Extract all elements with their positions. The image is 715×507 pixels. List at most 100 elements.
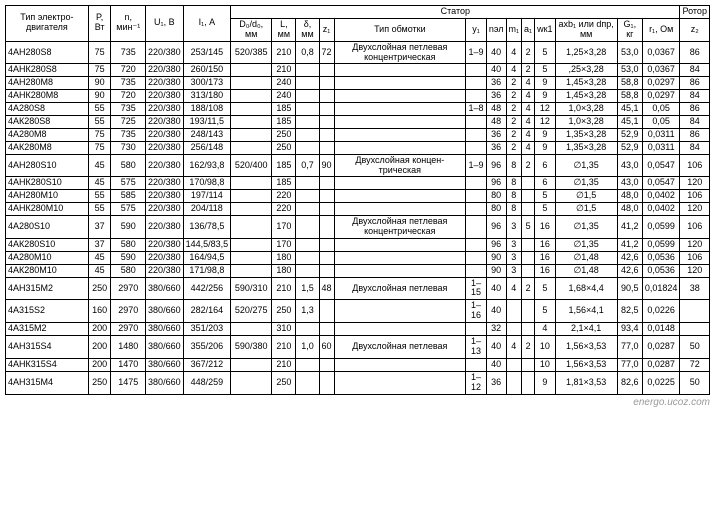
cell-type: 4А280М10 (6, 251, 89, 264)
cell-n: 730 (111, 141, 146, 154)
cell-dc (231, 203, 272, 216)
table-row: 4А315S21602970380/660282/164520/2752501,… (6, 300, 710, 323)
cell-u: 220/380 (146, 77, 184, 90)
cell-u: 220/380 (146, 177, 184, 190)
col-p: P, Вт (88, 6, 111, 42)
cell-n: 720 (111, 90, 146, 103)
cell-y1 (466, 64, 487, 77)
cell-type: 4А315S2 (6, 300, 89, 323)
cell-axb: ∅1,5 (555, 190, 617, 203)
table-row: 4АК280S1037580220/380144,5/83,517096316∅… (6, 238, 710, 251)
cell-a (522, 238, 535, 251)
cell-a (522, 190, 535, 203)
cell-z1 (319, 64, 334, 77)
cell-g: 82,6 (617, 371, 642, 394)
cell-z1: 90 (319, 154, 334, 177)
motor-specs-table: Тип электро-двигателя P, Вт n, мин⁻¹ U₁,… (5, 5, 710, 395)
cell-p: 200 (88, 336, 111, 359)
cell-axb: 1,68×4,4 (555, 277, 617, 300)
cell-m: 3 (506, 251, 522, 264)
cell-l: 210 (272, 64, 296, 77)
cell-r: 0,01824 (642, 277, 680, 300)
cell-u: 220/380 (146, 90, 184, 103)
cell-m: 8 (506, 190, 522, 203)
cell-z1 (319, 190, 334, 203)
cell-l: 180 (272, 264, 296, 277)
cell-i: 248/143 (183, 128, 231, 141)
cell-l: 250 (272, 300, 296, 323)
cell-z1: 72 (319, 41, 334, 64)
cell-wind (334, 141, 466, 154)
cell-a: 2 (522, 64, 535, 77)
table-row: 4АН315S42001480380/660355/206590/3802101… (6, 336, 710, 359)
cell-d (296, 128, 319, 141)
cell-a: 5 (522, 216, 535, 239)
cell-type: 4АН280S8 (6, 41, 89, 64)
cell-y1 (466, 141, 487, 154)
cell-axb: 1,25×3,28 (555, 41, 617, 64)
cell-m: 8 (506, 203, 522, 216)
cell-i: 355/206 (183, 336, 231, 359)
cell-z2: 84 (680, 141, 710, 154)
col-winding: Тип обмотки (334, 18, 466, 41)
cell-i: 282/164 (183, 300, 231, 323)
cell-type: 4АНК280S10 (6, 177, 89, 190)
cell-l: 240 (272, 77, 296, 90)
cell-p: 55 (88, 116, 111, 129)
cell-n: 2970 (111, 277, 146, 300)
cell-z1 (319, 323, 334, 336)
cell-a: 2 (522, 336, 535, 359)
cell-a (522, 177, 535, 190)
cell-wk: 5 (535, 300, 555, 323)
cell-u: 220/380 (146, 116, 184, 129)
cell-p: 250 (88, 277, 111, 300)
cell-a: 2 (522, 41, 535, 64)
cell-g: 42,6 (617, 251, 642, 264)
cell-p: 55 (88, 203, 111, 216)
cell-r: 0,0225 (642, 371, 680, 394)
cell-axb: ∅1,35 (555, 154, 617, 177)
cell-dc (231, 238, 272, 251)
cell-axb: 1,0×3,28 (555, 116, 617, 129)
cell-z1 (319, 238, 334, 251)
cell-r: 0,0287 (642, 336, 680, 359)
cell-a (522, 371, 535, 394)
cell-z1 (319, 116, 334, 129)
cell-r: 0,0547 (642, 154, 680, 177)
cell-wk: 5 (535, 277, 555, 300)
cell-y1 (466, 323, 487, 336)
col-stator: Статор (231, 6, 680, 19)
cell-r: 0,0402 (642, 203, 680, 216)
cell-wk: 6 (535, 154, 555, 177)
cell-axb: 1,45×3,28 (555, 90, 617, 103)
cell-l: 210 (272, 358, 296, 371)
cell-a: 4 (522, 128, 535, 141)
cell-i: 197/114 (183, 190, 231, 203)
cell-y1 (466, 190, 487, 203)
cell-z2: 106 (680, 154, 710, 177)
cell-u: 380/660 (146, 371, 184, 394)
cell-u: 380/660 (146, 358, 184, 371)
cell-m (506, 358, 522, 371)
cell-g: 58,8 (617, 90, 642, 103)
cell-m: 2 (506, 128, 522, 141)
cell-dc (231, 64, 272, 77)
cell-g: 45,1 (617, 116, 642, 129)
cell-i: 260/150 (183, 64, 231, 77)
cell-np: 96 (486, 216, 506, 239)
cell-n: 725 (111, 116, 146, 129)
cell-dc (231, 251, 272, 264)
cell-i: 313/180 (183, 90, 231, 103)
cell-r: 0,05 (642, 103, 680, 116)
cell-g: 41,2 (617, 238, 642, 251)
cell-n: 590 (111, 216, 146, 239)
cell-type: 4АНК280S8 (6, 64, 89, 77)
cell-l: 250 (272, 141, 296, 154)
cell-wind (334, 264, 466, 277)
table-row: 4А280S1037590220/380136/78,5170Двухслойн… (6, 216, 710, 239)
cell-z2: 84 (680, 116, 710, 129)
cell-y1 (466, 251, 487, 264)
cell-a: 2 (522, 154, 535, 177)
cell-z1: 60 (319, 336, 334, 359)
table-row: 4АН280S875735220/380253/145520/3852100,8… (6, 41, 710, 64)
